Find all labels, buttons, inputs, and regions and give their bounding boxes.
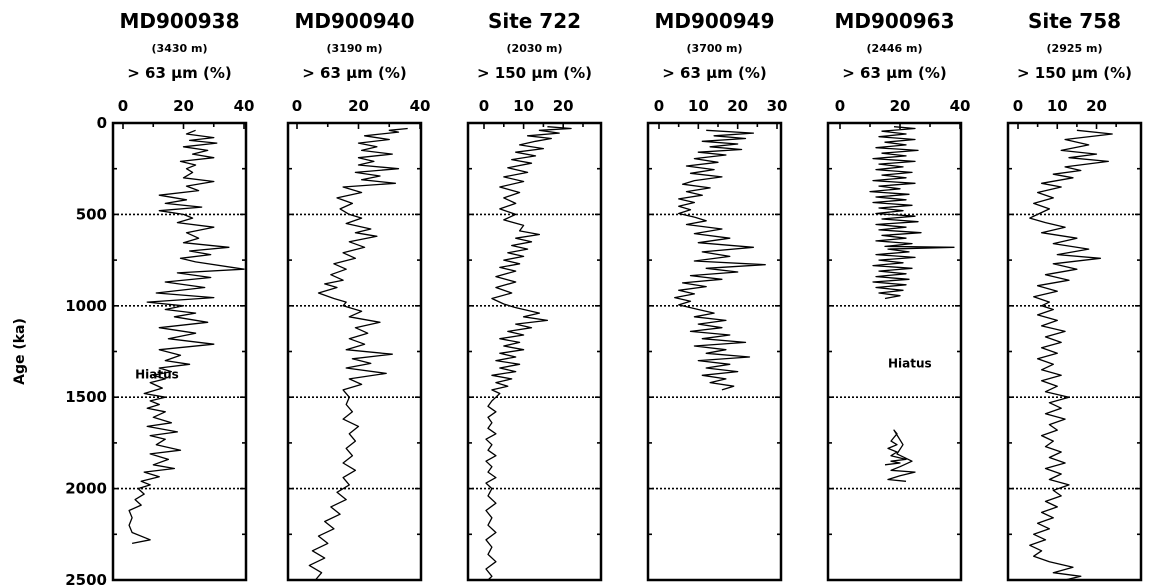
panel-fraction: > 150 µm (%) (1017, 64, 1132, 82)
y-tick-label: 0 (97, 114, 107, 132)
panel-depth: (2030 m) (507, 42, 563, 55)
hiatus-annotation: Hiatus (888, 356, 932, 370)
x-tick-label: 20 (727, 97, 748, 115)
panel-depth: (2446 m) (867, 42, 923, 55)
x-tick-label: 0 (479, 97, 489, 115)
x-tick-label: 10 (1047, 97, 1068, 115)
x-tick-label: 20 (173, 97, 194, 115)
data-series-line (884, 429, 916, 482)
x-tick-label: 0 (118, 97, 128, 115)
panel-title: MD900940 (295, 9, 415, 33)
panel-title: MD900963 (835, 9, 955, 33)
core-panel: Site 722 (2030 m) > 150 µm (%) 0 10 20 (466, 9, 603, 582)
panel-frame (1006, 121, 1143, 582)
panel-frame (826, 121, 963, 582)
panel-title: MD900949 (655, 9, 775, 33)
x-tick-label: 40 (950, 97, 971, 115)
x-tick-label: 30 (767, 97, 788, 115)
panel-fraction: > 63 µm (%) (662, 64, 767, 82)
panel-depth: (3700 m) (687, 42, 743, 55)
panel-depth: (2925 m) (1047, 42, 1103, 55)
x-tick-label: 20 (890, 97, 911, 115)
x-tick-label: 40 (410, 97, 431, 115)
y-tick-label: 2500 (65, 571, 107, 587)
panel-fraction: > 63 µm (%) (842, 64, 947, 82)
data-series-line (674, 129, 766, 391)
core-panel: MD900938 (3430 m) > 63 µm (%) 0 20 40 Hiatus (111, 9, 255, 582)
x-tick-label: 10 (688, 97, 709, 115)
x-tick-label: 20 (348, 97, 369, 115)
panel-fraction: > 63 µm (%) (127, 64, 232, 82)
panel-frame (286, 121, 423, 582)
panel-title: Site 758 (1028, 9, 1121, 33)
data-series-line (128, 129, 245, 545)
x-tick-label: 0 (292, 97, 302, 115)
panel-frame (466, 121, 603, 582)
y-tick-label: 1500 (65, 388, 107, 406)
panel-frame (111, 121, 248, 582)
panel-depth: (3430 m) (152, 42, 208, 55)
data-series-line (869, 126, 955, 300)
x-tick-label: 0 (654, 97, 664, 115)
panel-fraction: > 150 µm (%) (477, 64, 592, 82)
panel-title: MD900938 (120, 9, 240, 33)
x-tick-label: 20 (553, 97, 574, 115)
core-panel: MD900963 (2446 m) > 63 µm (%) 0 20 40 Hiatus (826, 9, 971, 582)
core-panel: MD900949 (3700 m) > 63 µm (%) 0 10 20 30 (646, 9, 788, 582)
x-tick-label: 40 (234, 97, 255, 115)
y-tick-label: 500 (76, 205, 107, 223)
core-panel: Site 758 (2925 m) > 150 µm (%) 0 10 20 (1006, 9, 1143, 582)
panel-title: Site 722 (488, 9, 581, 33)
x-tick-label: 10 (513, 97, 534, 115)
panel-depth: (3190 m) (327, 42, 383, 55)
data-series-line (485, 126, 572, 581)
data-series-line (308, 127, 408, 581)
age-axis: 0 500 1000 1500 2000 2500 Age (ka) (12, 114, 107, 587)
x-tick-label: 0 (1013, 97, 1023, 115)
core-panel: MD900940 (3190 m) > 63 µm (%)0 20 40 (286, 9, 431, 582)
data-series-line (1029, 129, 1113, 581)
hiatus-annotation: Hiatus (135, 367, 179, 381)
y-tick-label: 1000 (65, 297, 107, 315)
panel-fraction: > 63 µm (%) (302, 64, 407, 82)
y-axis-label: Age (ka) (12, 318, 28, 385)
y-tick-label: 2000 (65, 480, 107, 498)
x-tick-label: 20 (1086, 97, 1107, 115)
core-panels: MD900938(3430 m)> 63 µm (%)0 20 40HiatusMD… (111, 9, 1143, 582)
x-tick-label: 0 (835, 97, 845, 115)
